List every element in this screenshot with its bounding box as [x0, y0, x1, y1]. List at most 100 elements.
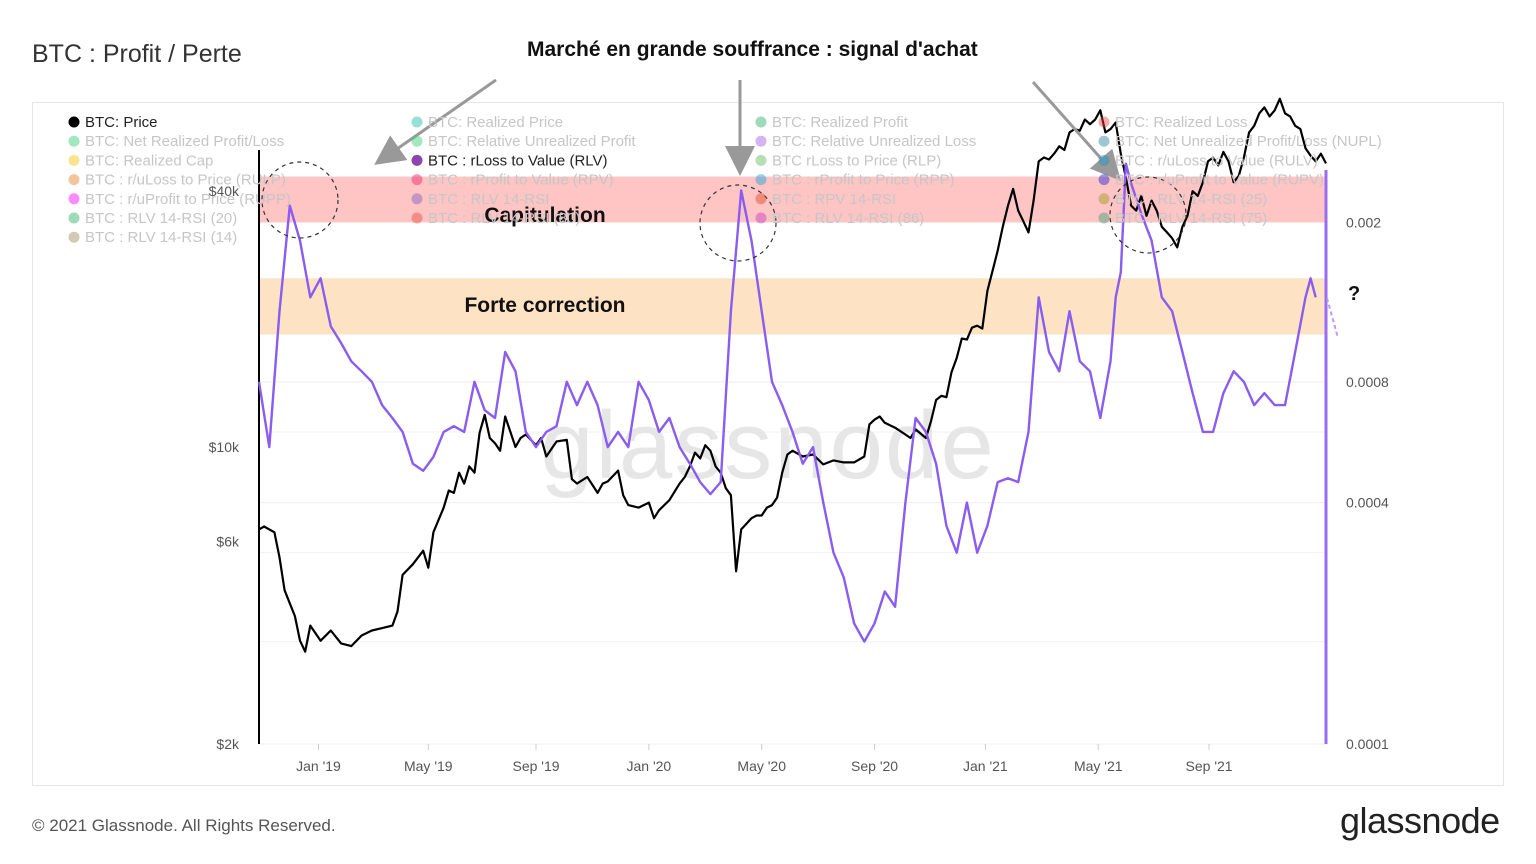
rlv-line	[257, 162, 1317, 643]
legend-item: BTC : rLoss to Value (RLV)	[411, 152, 608, 169]
legend-item: BTC rLoss to Price (RLP)	[755, 152, 941, 169]
arrow-1	[374, 78, 497, 165]
left-tick-label: $2k	[216, 736, 240, 752]
legend-item: BTC : RLV 14-RSI (80)	[411, 210, 580, 227]
legend-dot-icon	[755, 193, 767, 205]
legend-label: BTC: Realized Loss	[1115, 114, 1248, 131]
x-tick-label: Jan '19	[296, 758, 341, 774]
legend-label: BTC: Relative Unrealized Profit	[428, 133, 636, 150]
legend-label: BTC : RPV 14-RSI	[772, 191, 896, 208]
legend-dot-icon	[68, 154, 80, 166]
legend-dot-icon	[1098, 212, 1110, 224]
right-axis: 0.002 0.0008 0.0004 0.0001	[1346, 214, 1389, 752]
page-title: BTC : Profit / Perte	[32, 40, 242, 68]
legend-dot-icon	[755, 116, 767, 128]
legend-item: BTC : r/uLoss to Price (RULP)	[68, 172, 286, 189]
legend-label: BTC : rProfit to Value (RPV)	[428, 172, 614, 189]
question-mark: ?	[1348, 283, 1360, 305]
legend-item: BTC : RLV 14-RSI (86)	[755, 210, 924, 227]
headline-annotation: Marché en grande souffrance : signal d'a…	[527, 38, 978, 61]
legend-item: BTC : rProfit to Price (RPP)	[755, 172, 955, 189]
legend-label: BTC: Net Unrealized Profit/Loss (NUPL)	[1115, 133, 1382, 150]
legend-item: BTC: Realized Profit	[755, 114, 909, 131]
legend-label: BTC : r/uLoss to Value (RULV)	[1115, 152, 1318, 169]
legend-item: BTC : r/uLoss to Value (RULV)	[1098, 152, 1318, 169]
x-tick-label: Sep '20	[851, 758, 898, 774]
legend-label: BTC : rProfit to Price (RPP)	[772, 172, 955, 189]
legend-dot-icon	[755, 212, 767, 224]
legend-item: BTC: Net Realized Profit/Loss	[68, 133, 284, 150]
legend-label: BTC : RLV 14-RSI (25)	[1115, 191, 1267, 208]
legend-label: BTC : RLV 14-RSI (80)	[428, 210, 580, 227]
correction-band	[259, 278, 1326, 335]
legend-dot-icon	[411, 154, 423, 166]
legend-dot-icon	[411, 193, 423, 205]
projection-arrow	[1326, 297, 1339, 339]
legend-item: BTC : RPV 14-RSI	[755, 191, 896, 208]
legend-dot-icon	[755, 135, 767, 147]
left-tick-label: $10k	[209, 439, 240, 455]
legend-item: BTC : rProfit to Value (RPV)	[411, 172, 614, 189]
x-axis: Jan '19 May '19 Sep '19 Jan '20 May '20 Sep '…	[296, 744, 1233, 774]
legend-dot-icon	[68, 135, 80, 147]
legend-item: BTC: Realized Loss	[1098, 114, 1248, 131]
legend-item: BTC: Relative Unrealized Profit	[411, 133, 636, 150]
legend-label: BTC : RLV 14-RSI (20)	[85, 210, 237, 227]
right-tick-label: 0.0001	[1346, 736, 1389, 752]
legend-label: BTC : RLV 14-RSI (75)	[1115, 210, 1267, 227]
peak-circle-1	[261, 161, 339, 239]
right-tick-label: 0.0004	[1346, 495, 1389, 511]
left-axis: $40k $10k $6k $2k	[209, 183, 240, 752]
correction-label: Forte correction	[464, 294, 625, 317]
peak-circle-3	[1109, 176, 1187, 254]
legend-dot-icon	[68, 174, 80, 186]
glassnode-logo: glassnode	[1340, 800, 1500, 841]
legend-dot-icon	[1098, 135, 1110, 147]
legend-dot-icon	[68, 231, 80, 243]
legend-dot-icon	[411, 116, 423, 128]
x-tick-label: Sep '19	[512, 758, 559, 774]
legend-label: BTC : r/uLoss to Price (RULP)	[85, 172, 286, 189]
left-tick-label: $40k	[209, 183, 240, 199]
watermark: glassnode	[540, 392, 996, 499]
legend-label: BTC : RLV 14-RSI (14)	[85, 229, 237, 246]
legend-dot-icon	[1098, 174, 1110, 186]
legend-item: BTC : RLV 14-RSI (20)	[68, 210, 237, 227]
btc-price-line	[258, 97, 1327, 653]
legend-item: BTC : RLV 14-RSI (14)	[68, 229, 237, 246]
legend-dot-icon	[1098, 154, 1110, 166]
legend-item: BTC: Net Unrealized Profit/Loss (NUPL)	[1098, 133, 1382, 150]
x-tick-label: May '20	[737, 758, 786, 774]
legend-dot-icon	[1098, 193, 1110, 205]
legend-item: BTC : RLV 14-RSI (25)	[1098, 191, 1267, 208]
right-tick-label: 0.0008	[1346, 374, 1389, 390]
legend-item: BTC: Realized Price	[411, 114, 563, 131]
legend-label: BTC: Realized Price	[428, 114, 563, 131]
legend-item: BTC: Realized Cap	[68, 152, 213, 169]
capitulation-band	[259, 176, 1326, 223]
legend-dot-icon	[411, 135, 423, 147]
capitulation-label: Capitulation	[484, 204, 605, 227]
legend-dot-icon	[411, 212, 423, 224]
legend-item: BTC : r/uProfit to Price (RUPP)	[68, 191, 291, 208]
legend: BTC: Price BTC: Net Realized Profit/Loss B…	[68, 114, 1382, 246]
left-tick-label: $6k	[216, 533, 240, 549]
legend-label: BTC : r/uProfit to Price (RUPP)	[85, 191, 291, 208]
legend-dot-icon	[68, 212, 80, 224]
legend-label: BTC: Relative Unrealized Loss	[772, 133, 976, 150]
x-tick-label: May '21	[1074, 758, 1123, 774]
legend-label: BTC : RLV 14-RSI (86)	[772, 210, 924, 227]
legend-label: BTC rLoss to Price (RLP)	[772, 152, 941, 169]
legend-item: BTC : r/uProfit to Value (RUPV)	[1098, 172, 1324, 189]
legend-dot-icon	[1098, 116, 1110, 128]
legend-dot-icon	[755, 174, 767, 186]
x-tick-label: May '19	[404, 758, 453, 774]
legend-label: BTC: Net Realized Profit/Loss	[85, 133, 284, 150]
legend-item: BTC : RLV 14-RSI	[411, 191, 549, 208]
legend-item: BTC: Relative Unrealized Loss	[755, 133, 976, 150]
legend-label: BTC : RLV 14-RSI	[428, 191, 549, 208]
legend-label: BTC: Realized Cap	[85, 152, 213, 169]
legend-dot-icon	[68, 193, 80, 205]
x-tick-label: Sep '21	[1186, 758, 1233, 774]
